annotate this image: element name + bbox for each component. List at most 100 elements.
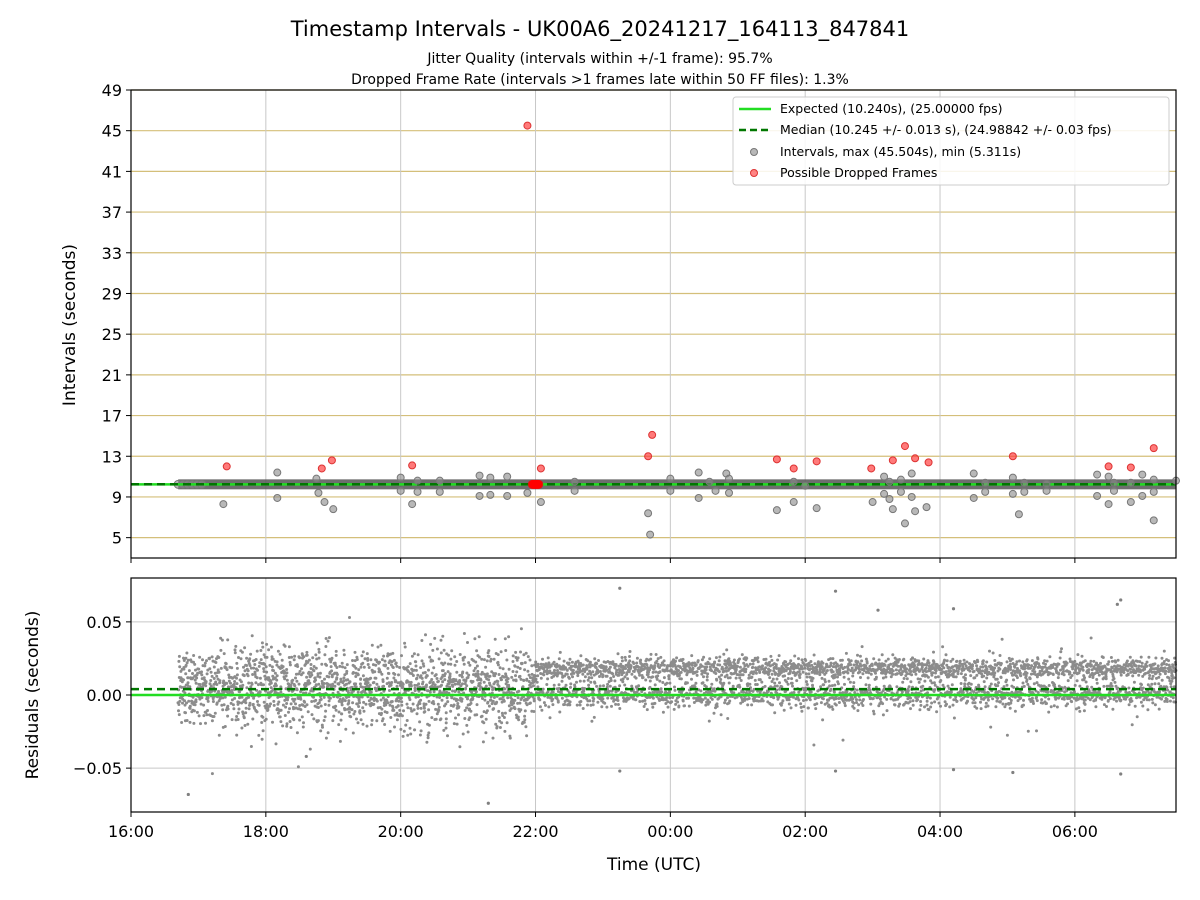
interval-point <box>981 478 990 487</box>
dropped-frame-point <box>772 455 781 464</box>
top-y-tick-label: 21 <box>102 366 122 385</box>
interval-point <box>475 471 484 480</box>
interval-point <box>435 476 444 485</box>
legend-intervals-point-icon <box>750 148 758 156</box>
interval-point <box>435 487 444 496</box>
top-y-tick-label: 45 <box>102 122 122 141</box>
top-y-tick-label: 37 <box>102 203 122 222</box>
interval-point <box>396 486 405 495</box>
legend: Expected (10.240s), (25.00000 fps) Media… <box>732 96 1170 186</box>
legend-expected-label: Expected (10.240s), (25.00000 fps) <box>780 101 1002 116</box>
interval-point <box>536 498 545 507</box>
interval-point <box>812 504 821 513</box>
dropped-frame-point <box>536 464 545 473</box>
bottom-y-tick-label: 0.00 <box>86 686 122 705</box>
residual-outlier-point <box>186 792 190 797</box>
interval-point <box>885 494 894 503</box>
interval-point <box>486 490 495 499</box>
interval-point <box>981 487 990 496</box>
residual-outlier-point <box>618 769 622 773</box>
dropped-frame-point <box>924 458 933 467</box>
interval-point <box>896 487 905 496</box>
interval-point <box>475 491 484 500</box>
dropped-frame-point <box>408 461 417 470</box>
interval-point <box>1126 478 1135 487</box>
interval-point <box>1008 473 1017 482</box>
interval-point <box>694 493 703 502</box>
top-y-tick-label: 33 <box>102 244 122 263</box>
x-tick-label: 18:00 <box>243 822 289 841</box>
dropped-frame-point <box>812 457 821 466</box>
interval-point <box>1042 486 1051 495</box>
dropped-frame-point <box>789 464 798 473</box>
interval-point <box>711 486 720 495</box>
interval-point <box>320 498 329 507</box>
top-y-tick-label: 49 <box>102 81 122 100</box>
chart-subtitle-jitter: Jitter Quality (intervals within +/-1 fr… <box>426 51 772 67</box>
residual-outlier-point <box>1115 602 1119 606</box>
legend-dropped-label: Possible Dropped Frames <box>780 165 937 180</box>
x-tick-label: 04:00 <box>917 822 963 841</box>
interval-point <box>1093 491 1102 500</box>
dropped-frame-point <box>644 452 653 461</box>
dropped-frame-point <box>888 456 897 465</box>
x-tick-label: 20:00 <box>378 822 424 841</box>
interval-point <box>789 498 798 507</box>
interval-point <box>1104 500 1113 509</box>
top-y-tick-label: 13 <box>102 447 122 466</box>
bottom-plot-frame <box>130 577 1177 813</box>
top-y-tick-label: 29 <box>102 284 122 303</box>
interval-point <box>1093 470 1102 479</box>
interval-point <box>1149 487 1158 496</box>
interval-point <box>868 498 877 507</box>
dropped-frame-point <box>1104 462 1113 471</box>
interval-point <box>523 488 532 497</box>
interval-point <box>413 487 422 496</box>
dropped-frame-point <box>1008 452 1017 461</box>
dropped-frame-point <box>1149 444 1158 453</box>
residual-outlier-point <box>876 608 880 612</box>
interval-point <box>1020 487 1029 496</box>
residual-outlier-point <box>618 586 622 590</box>
interval-point <box>312 474 321 483</box>
interval-point <box>880 489 889 498</box>
dropped-frame-point <box>1126 463 1135 472</box>
x-axis-label: Time (UTC) <box>606 855 701 875</box>
interval-point <box>314 488 323 497</box>
interval-point <box>1109 486 1118 495</box>
interval-point <box>503 491 512 500</box>
interval-point <box>1149 516 1158 525</box>
interval-point <box>396 473 405 482</box>
x-tick-label: 16:00 <box>108 822 154 841</box>
interval-point <box>273 493 282 502</box>
dropped-frame-point <box>911 454 920 463</box>
interval-point <box>789 477 798 486</box>
residual-outlier-point <box>304 754 308 759</box>
top-y-tick-label: 41 <box>102 162 122 181</box>
dropped-frame-point <box>648 430 657 439</box>
bottom-y-tick-label: 0.05 <box>86 613 122 632</box>
residual-outlier-point <box>833 589 838 593</box>
interval-point <box>907 492 916 501</box>
x-tick-label: 02:00 <box>782 822 828 841</box>
residual-outlier-point <box>486 801 490 805</box>
bottom-plot: −0.05 0.00 0.05 16:00 18:00 20:00 22:00 00:00 02… <box>73 577 1178 841</box>
interval-point <box>570 486 579 495</box>
interval-point <box>969 493 978 502</box>
interval-point <box>911 507 920 516</box>
top-plot-frame <box>130 89 1177 559</box>
interval-point <box>880 472 889 481</box>
chart-subtitle-dropped: Dropped Frame Rate (intervals >1 frames … <box>351 72 849 88</box>
interval-point <box>725 488 734 497</box>
residual-outlier-point <box>951 607 956 611</box>
interval-point <box>1020 478 1029 487</box>
interval-point <box>503 472 512 481</box>
bottom-y-tick-label: −0.05 <box>73 759 122 778</box>
interval-point <box>888 505 897 514</box>
interval-point <box>1149 475 1158 484</box>
interval-point <box>413 476 422 485</box>
dropped-frame-point <box>534 479 544 489</box>
interval-point <box>1014 510 1023 519</box>
